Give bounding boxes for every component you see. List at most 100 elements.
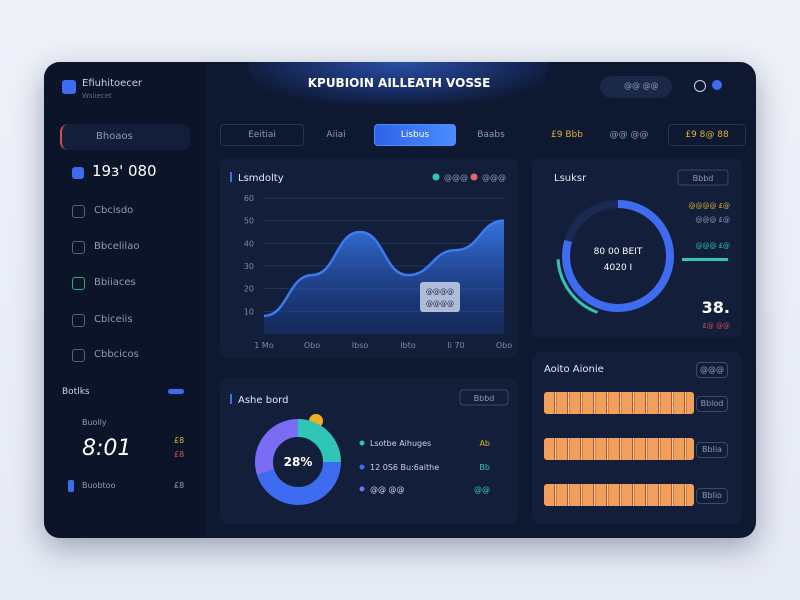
title-accent xyxy=(230,172,232,182)
legend-label: @@@ xyxy=(482,173,506,182)
donut-card: Ashe bord Bbbd 28% Lsotbe Aihuges Ab 12 0S… xyxy=(220,378,518,524)
donut-segment xyxy=(255,419,341,505)
gauge-label: 80 00 BEIT xyxy=(594,247,643,257)
nav-item[interactable]: Bbiiaces xyxy=(60,270,190,296)
stat-side: £8 xyxy=(174,436,185,445)
y-tick-label: 40 xyxy=(244,239,254,248)
legend-label: @@ @@ xyxy=(370,485,405,494)
nav-label: Cbbcicos xyxy=(94,349,139,360)
brand-sub: Wsiiecet xyxy=(82,92,112,100)
big-number: 38. xyxy=(702,298,730,317)
nav-item[interactable]: Cbiceiis xyxy=(60,307,190,333)
stat-label: Buolly xyxy=(82,418,107,427)
nav-label: Cbcisdo xyxy=(94,205,134,216)
nav-item[interactable]: Cbbcicos xyxy=(60,342,190,368)
x-tick-label: Ibso xyxy=(352,341,369,350)
gauge-card: Lsuksr Bbbd 80 00 BEIT 4020 I @@@@ £@ @@… xyxy=(532,158,742,338)
tab[interactable]: Eeitiai xyxy=(220,124,304,146)
tab-active[interactable]: Lisbus xyxy=(374,124,456,146)
legend-swatch xyxy=(432,173,440,181)
x-tick-label: Ii 70 xyxy=(447,341,464,350)
logo xyxy=(62,80,76,94)
y-tick-label: 50 xyxy=(244,217,254,226)
tile-row xyxy=(544,438,694,460)
brand: Efiuhitoecer xyxy=(82,78,143,89)
chart-title: Lsmdolty xyxy=(238,173,284,184)
side-label: @@@ £@ xyxy=(695,242,730,250)
card-title: Lsuksr xyxy=(554,173,587,184)
chart-title: Ashe bord xyxy=(238,395,288,406)
nav-item[interactable]: Bbcelilao xyxy=(60,234,190,260)
user-chip[interactable] xyxy=(600,76,672,98)
legend-label: 12 0S6 Bu:6aithe xyxy=(370,463,439,472)
button[interactable]: @@@ xyxy=(696,362,728,378)
row-button[interactable]: Bblia xyxy=(696,442,728,458)
nav-stat: 19ɜ' 080 xyxy=(92,162,157,180)
donut-chart: Ashe bord Bbbd 28% Lsotbe Aihuges Ab 12 0S… xyxy=(230,389,509,505)
page-title: KPUBIOIN AILLEATH VOSSE xyxy=(307,76,491,90)
legend-swatch xyxy=(359,464,365,470)
nav-label: Cbiceiis xyxy=(94,314,133,325)
nav-label: Bbiiaces xyxy=(94,277,136,288)
ring xyxy=(562,200,674,312)
tab[interactable]: Baabs xyxy=(477,130,505,140)
area xyxy=(264,220,504,334)
center-label: 28% xyxy=(284,455,313,469)
side-bar xyxy=(682,258,728,261)
stat-value: 8:01 xyxy=(82,436,132,461)
x-tick-label: Ibto xyxy=(400,341,416,350)
side-label: @@@@ £@ xyxy=(688,202,730,210)
x-tick-label: Obo xyxy=(496,341,512,350)
stat-side: £8 xyxy=(174,450,185,459)
icon[interactable] xyxy=(694,80,706,92)
header-glow xyxy=(249,62,549,104)
row-button[interactable]: Bblio xyxy=(696,488,728,504)
legend-swatch xyxy=(359,486,365,492)
button[interactable] xyxy=(459,389,509,406)
button-label: Bbbd xyxy=(693,174,714,183)
list-card: Aoito Aionie @@@ Bblod Bblia Bblio xyxy=(532,352,742,524)
y-tick-label: 30 xyxy=(244,262,254,271)
tooltip-label: @@@@ xyxy=(426,300,454,308)
x-tick-label: 1 Mo xyxy=(254,341,274,350)
legend-value: Bb xyxy=(479,463,490,472)
tab[interactable]: £9 Bbb xyxy=(551,130,583,140)
button-label: Bbbd xyxy=(474,394,495,403)
legend-swatch xyxy=(359,440,365,446)
user-label: @@ @@ xyxy=(624,81,659,90)
line xyxy=(263,219,505,318)
legend-label: Lsotbe Aihuges xyxy=(370,439,431,448)
row-button[interactable]: Bblod xyxy=(696,396,728,412)
tile-row xyxy=(544,484,694,506)
title-accent xyxy=(230,394,232,404)
footer-label: Buobtoo xyxy=(82,481,116,490)
icon[interactable] xyxy=(712,80,722,90)
area-chart: Lsmdolty @@@ @@@ 10 20 30 40 50 60 1 Mo Obo Ibso… xyxy=(230,172,512,350)
small-label: £@ @@ xyxy=(702,322,730,330)
footer-side: £8 xyxy=(174,481,185,490)
y-tick-label: 10 xyxy=(244,307,254,316)
x-tick-label: Obo xyxy=(304,341,320,350)
y-tick-label: 20 xyxy=(244,285,254,294)
dashboard: Efiuhitoecer Wsiiecet Bhoaos 19ɜ' 080 Cb… xyxy=(44,62,756,538)
icon xyxy=(72,167,84,179)
tooltip xyxy=(420,282,460,312)
nav-item[interactable]: Bhoaos xyxy=(60,124,190,150)
sidebar: Efiuhitoecer Wsiiecet Bhoaos 19ɜ' 080 Cb… xyxy=(44,62,205,538)
tab[interactable]: @@ @@ xyxy=(609,130,649,140)
legend-value: Ab xyxy=(479,439,490,448)
gauge-label: 4020 I xyxy=(604,263,632,273)
tile-row xyxy=(544,392,694,414)
nav-item[interactable]: Cbcisdo xyxy=(60,198,190,224)
toggle[interactable] xyxy=(168,389,184,394)
y-tick-label: 60 xyxy=(244,194,254,203)
area-card: Lsmdolty @@@ @@@ 10 20 30 40 50 60 1 Mo Obo Ibso… xyxy=(220,158,518,358)
button[interactable] xyxy=(677,169,729,186)
tooltip-label: @@@@ xyxy=(426,288,454,296)
tab[interactable]: Aiiai xyxy=(326,130,346,140)
donut-segment xyxy=(255,419,341,505)
card-title: Aoito Aionie xyxy=(544,364,604,375)
tab[interactable]: £9 8@ 88 xyxy=(668,124,746,146)
legend-label: @@@ xyxy=(444,173,468,182)
